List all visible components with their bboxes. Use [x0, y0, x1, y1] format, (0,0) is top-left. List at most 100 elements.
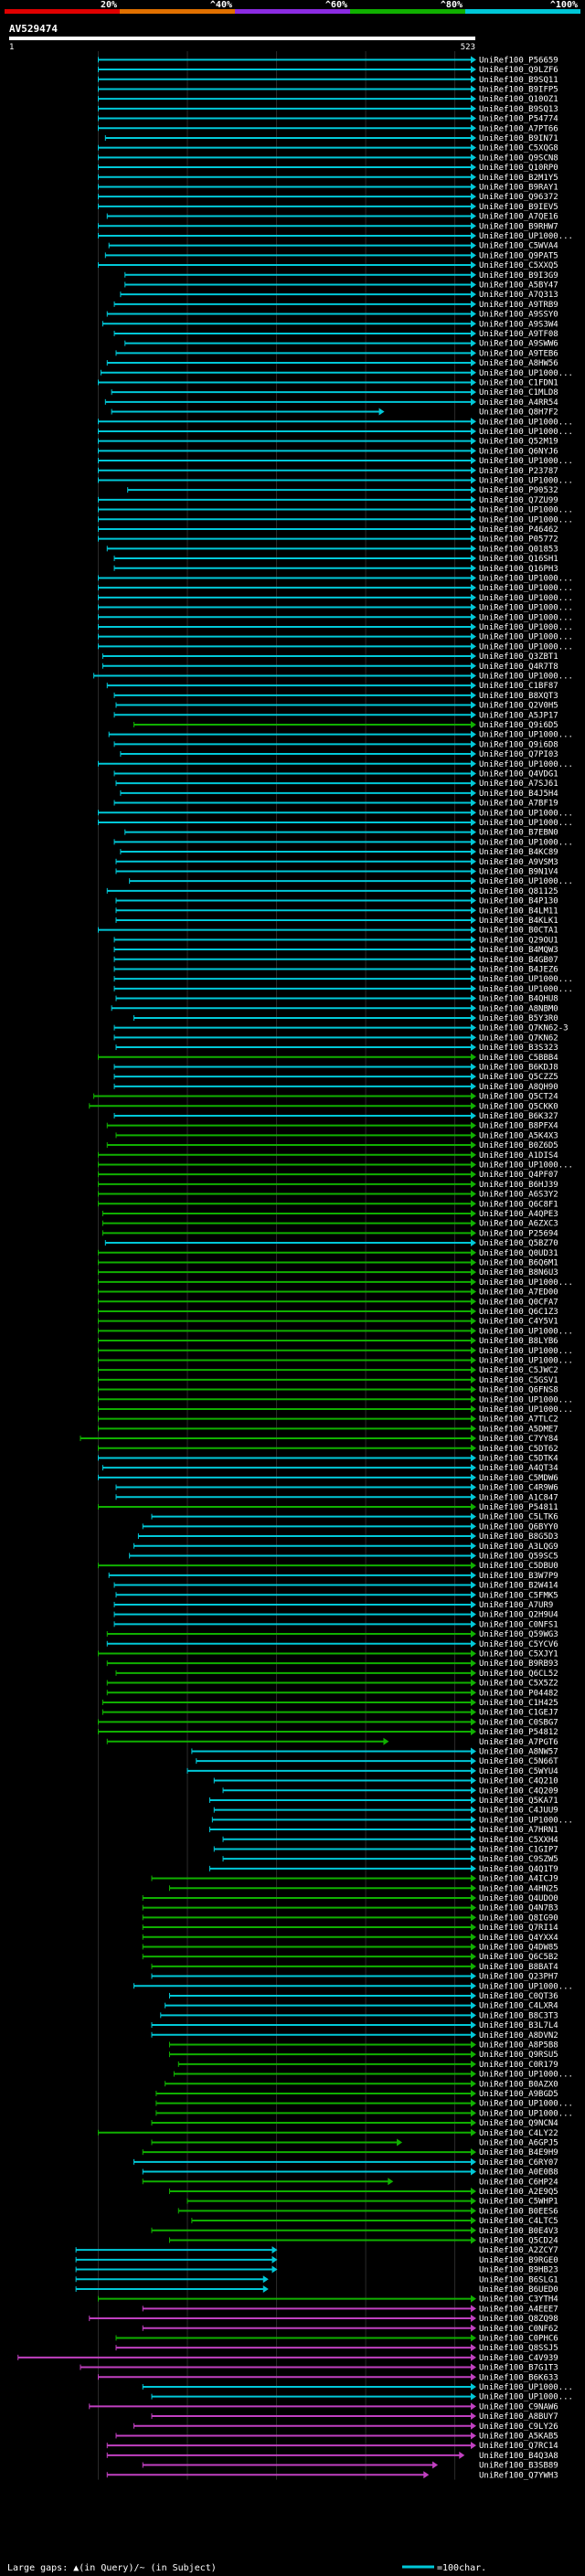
hit-row[interactable]: UniRef100_B0Z6D5 [106, 1141, 558, 1150]
hit-label[interactable]: UniRef100_UP1000... [479, 877, 573, 886]
hit-label[interactable]: UniRef100_UP1000... [479, 574, 573, 583]
hit-row[interactable]: UniRef100_Q5KA71 [208, 1796, 558, 1806]
hit-row[interactable]: UniRef100_B8XQT3 [113, 691, 558, 701]
hit-row[interactable]: UniRef100_UP1000... [98, 427, 573, 437]
hit-label[interactable]: UniRef100_B6UED0 [479, 2285, 558, 2295]
hit-row[interactable]: UniRef100_A2ZCY7 [75, 2246, 558, 2255]
hit-label[interactable]: UniRef100_A4EEE7 [479, 2305, 558, 2314]
hit-row[interactable]: UniRef100_B3W7P9 [108, 1571, 558, 1581]
hit-row[interactable]: UniRef100_Q7PI03 [120, 750, 558, 759]
hit-row[interactable]: UniRef100_Q2H9U4 [113, 1610, 558, 1620]
hit-label[interactable]: UniRef100_P04482 [479, 1689, 558, 1698]
hit-row[interactable]: UniRef100_Q2V0H5 [115, 701, 558, 711]
hit-row[interactable]: UniRef100_B9RHW7 [98, 222, 558, 231]
hit-label[interactable]: UniRef100_Q16SH1 [479, 555, 558, 564]
hit-row[interactable]: UniRef100_Q9LZF6 [98, 66, 558, 75]
hit-row[interactable]: UniRef100_A4QT34 [101, 1464, 558, 1473]
hit-label[interactable]: UniRef100_B9I3G9 [479, 271, 558, 281]
hit-row[interactable]: UniRef100_B6HJ39 [98, 1180, 558, 1190]
hit-label[interactable]: UniRef100_C9LY26 [479, 2422, 558, 2432]
hit-row[interactable]: UniRef100_UP1000... [98, 642, 573, 652]
hit-row[interactable]: UniRef100_A7Q313 [120, 291, 558, 300]
hit-row[interactable]: UniRef100_C9LY26 [133, 2422, 558, 2432]
hit-label[interactable]: UniRef100_UP1000... [479, 2383, 573, 2392]
hit-row[interactable]: UniRef100_C5WVA4 [108, 241, 558, 251]
hit-label[interactable]: UniRef100_UP1000... [479, 476, 573, 485]
hit-label[interactable]: UniRef100_P46462 [479, 525, 558, 535]
hit-label[interactable]: UniRef100_C5WHP1 [479, 2198, 558, 2207]
hit-label[interactable]: UniRef100_B8LYB6 [479, 1337, 558, 1346]
hit-row[interactable]: UniRef100_UP1000... [100, 368, 573, 378]
hit-label[interactable]: UniRef100_Q4Q1T9 [479, 1865, 558, 1874]
hit-label[interactable]: UniRef100_Q6C8F1 [479, 1200, 558, 1209]
hit-label[interactable]: UniRef100_UP1000... [479, 1161, 573, 1170]
hit-label[interactable]: UniRef100_Q4YXX4 [479, 1934, 558, 1943]
hit-label[interactable]: UniRef100_Q8IG90 [479, 1913, 558, 1923]
hit-row[interactable]: UniRef100_B0E4V3 [151, 2226, 558, 2236]
hit-row[interactable]: UniRef100_Q5CD24 [169, 2236, 558, 2245]
hit-label[interactable]: UniRef100_B4LM11 [479, 906, 558, 916]
hit-row[interactable]: UniRef100_Q9SCN8 [98, 154, 558, 163]
hit-row[interactable]: UniRef100_B9I3G9 [124, 270, 558, 281]
hit-row[interactable]: UniRef100_B9RAY1 [98, 183, 558, 192]
hit-row[interactable]: UniRef100_Q4Q1T9 [208, 1864, 558, 1874]
hit-row[interactable]: UniRef100_B4MQW3 [113, 946, 558, 955]
hit-label[interactable]: UniRef100_B8C3T3 [479, 2011, 558, 2020]
hit-label[interactable]: UniRef100_B3L7L4 [479, 2021, 558, 2030]
hit-label[interactable]: UniRef100_Q7KN62-3 [479, 1024, 569, 1034]
hit-label[interactable]: UniRef100_Q29OU1 [479, 936, 558, 945]
hit-label[interactable]: UniRef100_UP1000... [479, 1405, 573, 1415]
hit-row[interactable]: UniRef100_P54812 [98, 1728, 558, 1737]
hit-label[interactable]: UniRef100_B3SB89 [479, 2462, 558, 2471]
hit-row[interactable]: UniRef100_B4GB07 [113, 955, 558, 965]
hit-label[interactable]: UniRef100_B4JEZ6 [479, 965, 558, 974]
hit-row[interactable]: UniRef100_A0E0B8 [142, 2168, 558, 2178]
hit-label[interactable]: UniRef100_Q5BZ70 [479, 1239, 558, 1248]
hit-label[interactable]: UniRef100_C4JUU9 [479, 1807, 558, 1816]
hit-row[interactable]: UniRef100_Q16SH1 [113, 555, 558, 564]
hit-label[interactable]: UniRef100_A9TF08 [479, 330, 558, 339]
hit-label[interactable]: UniRef100_Q59WG3 [479, 1630, 558, 1639]
hit-label[interactable]: UniRef100_A5DME7 [479, 1425, 558, 1434]
hit-row[interactable]: UniRef100_B4JEZ6 [113, 965, 558, 974]
hit-label[interactable]: UniRef100_B0AZX0 [479, 2080, 558, 2089]
hit-row[interactable]: UniRef100_Q96372 [98, 193, 558, 202]
hit-row[interactable]: UniRef100_A9BGD5 [155, 2089, 558, 2099]
hit-row[interactable]: UniRef100_B3SB89 [142, 2461, 558, 2471]
hit-row[interactable]: UniRef100_A8BUY7 [151, 2412, 558, 2422]
hit-label[interactable]: UniRef100_Q5CT24 [479, 1093, 558, 1102]
hit-row[interactable]: UniRef100_A6GPJ5 [151, 2138, 558, 2147]
hit-label[interactable]: UniRef100_UP1000... [479, 1816, 573, 1825]
hit-row[interactable]: UniRef100_A5DME7 [98, 1425, 558, 1434]
hit-label[interactable]: UniRef100_B2M1Y5 [479, 174, 558, 183]
hit-row[interactable]: UniRef100_C5FMK5 [115, 1591, 558, 1600]
hit-label[interactable]: UniRef100_Q9LZF6 [479, 66, 558, 75]
hit-label[interactable]: UniRef100_C6RY07 [479, 2158, 558, 2168]
hit-label[interactable]: UniRef100_A1C847 [479, 1493, 558, 1502]
hit-label[interactable]: UniRef100_B8BAT4 [479, 1963, 558, 1972]
hit-row[interactable]: UniRef100_A4EEE7 [142, 2305, 558, 2314]
hit-label[interactable]: UniRef100_UP1000... [479, 594, 573, 603]
hit-label[interactable]: UniRef100_Q10OZ1 [479, 95, 558, 104]
hit-label[interactable]: UniRef100_UP1000... [479, 418, 573, 427]
hit-row[interactable]: UniRef100_UP1000... [98, 1356, 573, 1365]
hit-row[interactable]: UniRef100_Q4PF07 [98, 1171, 558, 1180]
hit-row[interactable]: UniRef100_Q10OZ1 [98, 95, 558, 104]
hit-row[interactable]: UniRef100_UP1000... [98, 457, 573, 466]
hit-label[interactable]: UniRef100_C5JWC2 [479, 1366, 558, 1375]
hit-row[interactable]: UniRef100_C5YCV6 [106, 1639, 558, 1649]
hit-label[interactable]: UniRef100_P05772 [479, 535, 558, 545]
hit-label[interactable]: UniRef100_C5LTK6 [479, 1513, 558, 1522]
hit-label[interactable]: UniRef100_C0QT36 [479, 1992, 558, 2001]
hit-label[interactable]: UniRef100_P54774 [479, 115, 558, 124]
hit-label[interactable]: UniRef100_UP1000... [479, 1347, 573, 1356]
hit-label[interactable]: UniRef100_B9HB23 [479, 2266, 558, 2275]
hit-row[interactable]: UniRef100_A1C847 [115, 1493, 558, 1502]
hit-label[interactable]: UniRef100_C6HP24 [479, 2178, 558, 2187]
hit-label[interactable]: UniRef100_UP1000... [479, 232, 573, 241]
hit-label[interactable]: UniRef100_A7TLC2 [479, 1415, 558, 1425]
hit-label[interactable]: UniRef100_A5K4X3 [479, 1131, 558, 1140]
hit-row[interactable]: UniRef100_C0NFS1 [113, 1620, 558, 1629]
hit-label[interactable]: UniRef100_P56659 [479, 56, 558, 65]
hit-row[interactable]: UniRef100_C5N66T [196, 1757, 558, 1766]
